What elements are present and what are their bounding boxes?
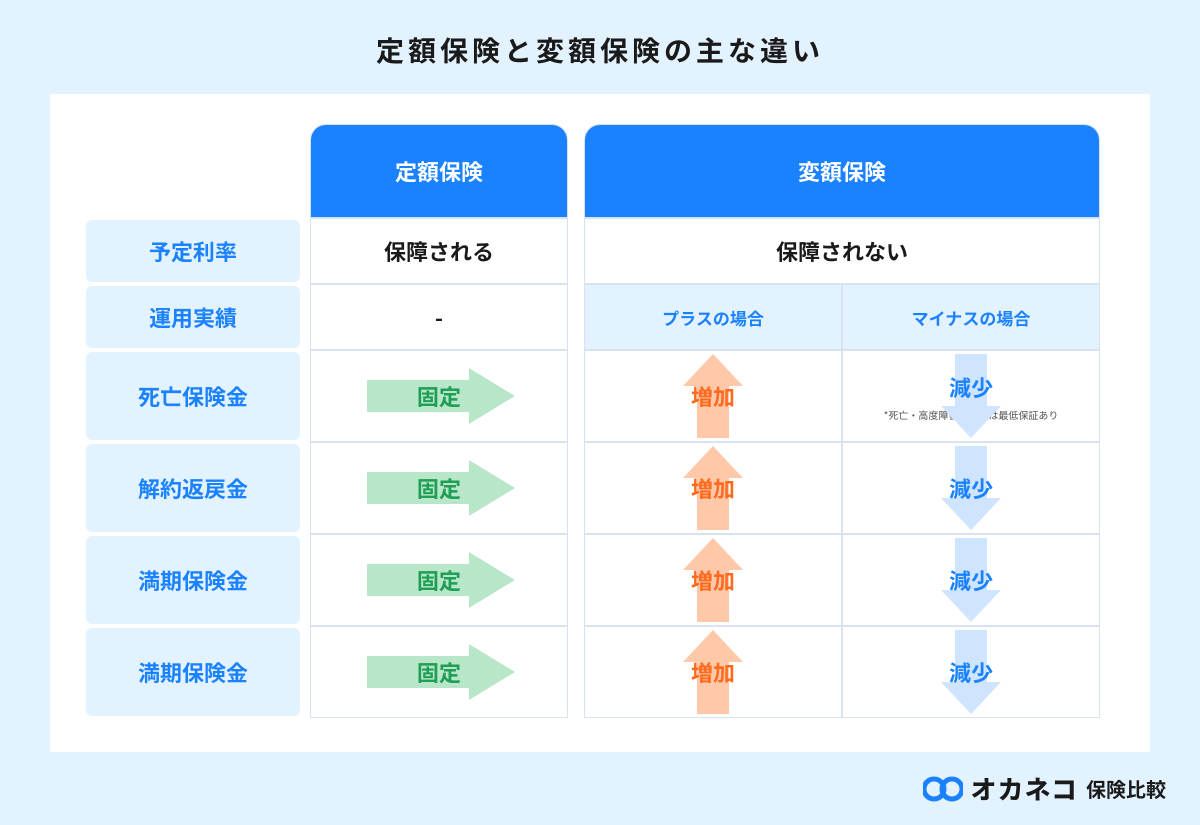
cell-yotei-teigaku: 保障される xyxy=(310,218,568,284)
header-teigaku: 定額保険 xyxy=(310,124,568,218)
cell-manki2-minus: 減少 xyxy=(842,626,1100,718)
rowlabel-manki1: 満期保険金 xyxy=(86,536,300,624)
cell-kaiyaku-plus: 増加 xyxy=(584,442,842,534)
comparison-card: 定額保険 変額保険 予定利率 保障される 保障されない 運用実績 - プラスの場… xyxy=(50,94,1150,752)
cell-unyou-minus: マイナスの場合 xyxy=(842,284,1100,350)
cell-manki1-plus: 増加 xyxy=(584,534,842,626)
cell-unyou-plus: プラスの場合 xyxy=(584,284,842,350)
header-hengaku: 変額保険 xyxy=(584,124,1100,218)
page-title: 定額保険と変額保険の主な違い xyxy=(0,0,1200,94)
cell-shibou-plus: 増加 xyxy=(584,350,842,442)
rowlabel-shibou: 死亡保険金 xyxy=(86,352,300,440)
cell-unyou-teigaku: - xyxy=(310,284,568,350)
brand-sub: 保険比較 xyxy=(1086,774,1166,803)
rowlabel-unyou: 運用実績 xyxy=(86,286,300,348)
comparison-table: 定額保険 変額保険 予定利率 保障される 保障されない 運用実績 - プラスの場… xyxy=(86,124,1114,718)
brand-logo-icon xyxy=(923,776,963,802)
rowlabel-manki2: 満期保険金 xyxy=(86,628,300,716)
cell-shibou-teigaku: 固定 xyxy=(310,350,568,442)
cell-kaiyaku-teigaku: 固定 xyxy=(310,442,568,534)
cell-manki1-minus: 減少 xyxy=(842,534,1100,626)
cell-kaiyaku-minus: 減少 xyxy=(842,442,1100,534)
cell-manki1-teigaku: 固定 xyxy=(310,534,568,626)
header-gap xyxy=(568,124,584,218)
cell-shibou-minus: 減少 *死亡・高度障害保険金は最低保証あり xyxy=(842,350,1100,442)
cell-manki2-teigaku: 固定 xyxy=(310,626,568,718)
rowlabel-kaiyaku: 解約返戻金 xyxy=(86,444,300,532)
brand-name: オカネコ xyxy=(971,770,1078,807)
cell-manki2-plus: 増加 xyxy=(584,626,842,718)
brand-footer: オカネコ 保険比較 xyxy=(923,770,1166,807)
rowlabel-yotei: 予定利率 xyxy=(86,220,300,282)
cell-yotei-hengaku: 保障されない xyxy=(584,218,1100,284)
header-empty xyxy=(86,124,310,218)
